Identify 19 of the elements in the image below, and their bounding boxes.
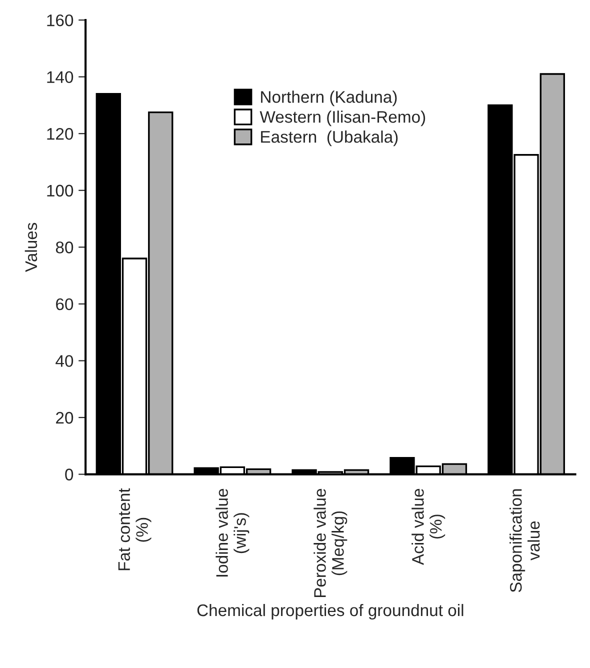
x-tick-label: Iodine value (wij's): [216, 488, 250, 577]
x-axis-title: Chemical properties of groundnut oil: [197, 604, 464, 620]
x-tick-label: Saponification value: [510, 489, 540, 592]
y-tick-label: 160: [47, 14, 74, 26]
x-tick-label: Fat content (%): [118, 488, 152, 570]
y-axis-title: Values: [24, 222, 38, 272]
legend-label: Eastern (Ubakala): [261, 130, 398, 146]
legend-label: Northern (Kaduna): [261, 90, 397, 106]
y-tick-label: 60: [56, 298, 74, 310]
y-tick-label: 140: [47, 71, 74, 84]
y-tick-label: 0: [65, 468, 74, 480]
y-tick-label: 80: [56, 242, 74, 254]
y-tick-label: 120: [47, 128, 74, 140]
y-tick-label: 100: [47, 184, 74, 197]
y-tick-label: 20: [56, 412, 74, 424]
x-tick-label: Acid value (%): [412, 488, 446, 566]
legend-label: Western (Ilisan-Remo): [260, 110, 426, 126]
y-tick-label: 40: [56, 355, 74, 367]
x-tick-label: Peroxide value (Meq/kg): [314, 488, 348, 598]
